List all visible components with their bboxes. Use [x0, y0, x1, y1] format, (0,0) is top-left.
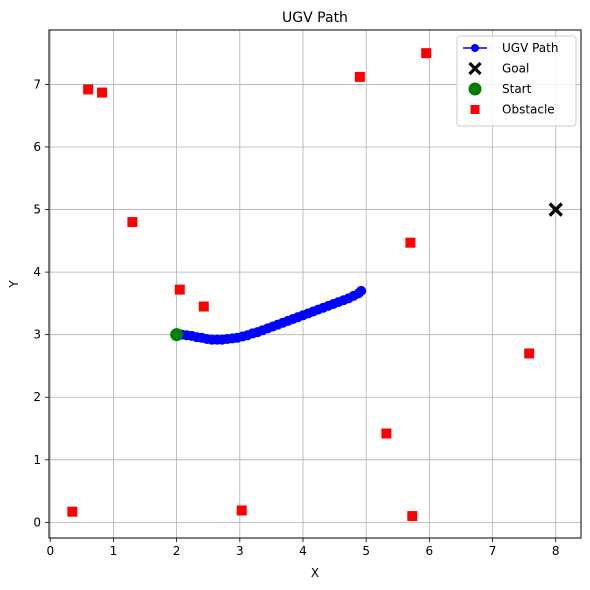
goal-point: [548, 202, 563, 217]
start-point: [170, 328, 184, 342]
y-tick-label: 2: [33, 390, 41, 404]
obstacle-point: [421, 48, 432, 59]
legend-goal-marker: [468, 61, 482, 76]
axes-frame: [48, 29, 582, 539]
x-tick-label: 0: [46, 544, 54, 558]
plot-area: 0 1 2 3 4 5 6 7 8 0 1 2 3 4 5 6 7: [33, 29, 582, 558]
y-tick-label: 4: [33, 265, 41, 279]
legend-label-ugv-path: UGV Path: [502, 41, 558, 55]
chart-title: UGV Path: [282, 10, 348, 26]
x-tick-label: 2: [173, 544, 181, 558]
goal-marker-stroke: [468, 61, 482, 76]
obstacle-point: [174, 284, 185, 295]
x-tick-label: 8: [552, 544, 560, 558]
legend-obstacle-marker: [470, 105, 480, 114]
obstacle-point: [198, 301, 209, 312]
obstacle-point: [354, 71, 365, 82]
obstacle-point: [97, 87, 108, 98]
legend-ugv-path-marker: [471, 44, 479, 52]
obstacle-point: [236, 505, 247, 516]
obstacle-point: [127, 217, 138, 228]
obstacle-point: [405, 237, 416, 248]
obstacle-point: [407, 511, 418, 522]
y-tick-label: 5: [33, 203, 41, 217]
obstacle-point: [83, 84, 94, 95]
x-tick-label: 6: [426, 544, 434, 558]
y-tick-label: 0: [33, 515, 41, 529]
legend-label-obstacle: Obstacle: [502, 103, 555, 117]
obstacle-point: [67, 506, 78, 517]
legend: UGV Path Goal Start Obstacle: [456, 35, 577, 127]
x-tick-label: 1: [110, 544, 118, 558]
x-tick-label: 7: [489, 544, 497, 558]
y-tick-label: 3: [33, 328, 41, 342]
x-tick-label: 4: [299, 544, 307, 558]
y-tick-label: 1: [33, 453, 41, 467]
x-tick-label: 3: [236, 544, 244, 558]
obstacle-point: [524, 348, 535, 359]
ugv-path-point: [356, 285, 367, 296]
legend-start-marker: [468, 82, 482, 96]
goal-marker-stroke: [548, 202, 563, 217]
x-axis-label: X: [311, 566, 319, 580]
legend-box: [456, 35, 577, 127]
obstacle-point: [381, 428, 392, 439]
legend-label-goal: Goal: [502, 62, 529, 76]
y-tick-label: 6: [33, 140, 41, 154]
legend-label-start: Start: [502, 82, 532, 96]
y-axis-label: Y: [7, 280, 21, 289]
x-tick-label: 5: [362, 544, 370, 558]
y-tick-label: 7: [33, 77, 41, 91]
